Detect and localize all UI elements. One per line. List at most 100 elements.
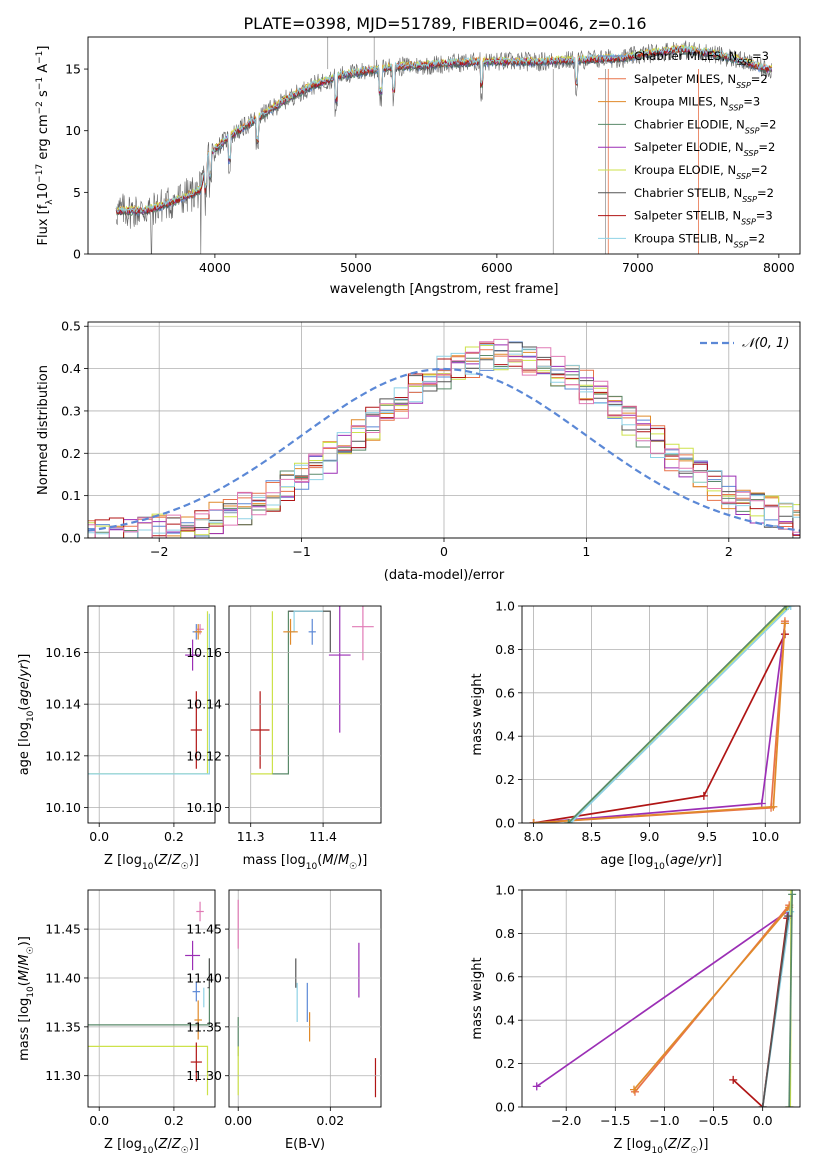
y-tick-label: 0.4	[495, 1013, 515, 1028]
x-axis-label: wavelength [Angstrom, rest frame]	[330, 282, 559, 297]
massweight_vs_Z-axes: −2.0 −1.5 −1.0 −0.5 0.0 0.0 0.2 0.4 0.6 0.8 1.0	[495, 883, 800, 1128]
x-tick-label: 8.0	[524, 829, 544, 844]
x-tick-label: 0.0	[89, 1113, 109, 1128]
residuals-frame	[87, 321, 801, 539]
legend-label: 𝒩(0, 1)	[742, 336, 789, 351]
step-line	[88, 1045, 209, 1096]
x-tick-label: 1	[582, 544, 590, 559]
x-axis-label: Z [log10(Z/Z☉)]	[614, 1137, 709, 1156]
x-tick-label: 8.5	[582, 829, 602, 844]
spectrum-axes: 4000 5000 6000 7000 8000 0 5 10 15	[65, 62, 795, 275]
mass-weight-marker	[769, 802, 778, 811]
spectrum-legend: Chabrier MILES, NSSP=3 Salpeter MILES, NS…	[598, 49, 776, 249]
y-tick-label: 11.40	[186, 970, 222, 985]
y-tick-label: 11.45	[186, 922, 222, 937]
age_vs_Z-axes: 0.0 0.2 10.10 10.12 10.14 10.16	[45, 606, 215, 844]
legend-label: Kroupa MILES, NSSP=3	[634, 95, 760, 113]
mass-weight-marker	[757, 799, 766, 808]
step-line	[88, 958, 210, 1026]
y-tick-label: 0.2	[495, 1056, 515, 1071]
x-tick-label: 11.3	[237, 829, 265, 844]
spectrum-lines	[115, 37, 773, 254]
mass-weight-marker	[532, 1082, 541, 1091]
age_vs_Z-marks	[88, 611, 210, 775]
y-tick-label: 10.14	[186, 697, 222, 712]
x-tick-label: 5000	[340, 260, 372, 275]
y-tick-label: 10	[65, 123, 81, 138]
massweight_vs_age-frame	[521, 605, 801, 824]
legend-label: Kroupa STELIB, NSSP=2	[634, 231, 765, 249]
y-axis-label: age [log10(age/yr)]	[17, 654, 36, 776]
x-axis-label: mass [log10(M/M☉)]	[243, 853, 368, 872]
y-tick-label: 10.14	[45, 697, 81, 712]
residual-histogram	[88, 344, 800, 538]
x-tick-label: −2.0	[551, 1113, 581, 1128]
y-tick-label: 1.0	[495, 883, 515, 898]
x-tick-label: 0.2	[164, 829, 184, 844]
x-tick-label: 7000	[622, 260, 654, 275]
y-tick-label: 0.8	[495, 642, 515, 657]
mass-weight-marker	[787, 890, 796, 894]
y-tick-label: 0.2	[495, 772, 515, 787]
age_vs_mass-axes: 11.3 11.4	[237, 606, 337, 844]
y-tick-label: 0.0	[495, 816, 515, 831]
x-tick-label: 8000	[763, 260, 795, 275]
y-tick-label: 15	[65, 62, 81, 77]
mass_vs_ebv-axes: 0.00 0.02	[224, 890, 344, 1128]
step-line	[272, 610, 331, 775]
mass-weight-marker	[758, 1103, 767, 1107]
y-tick-label: 10.10	[186, 800, 222, 815]
legend-label: Kroupa ELODIE, NSSP=2	[634, 163, 768, 181]
mass-weight-line	[567, 606, 787, 823]
y-tick-label: 10.10	[45, 800, 81, 815]
legend-label: Salpeter MILES, NSSP=2	[634, 72, 768, 90]
mass-weight-marker	[780, 619, 789, 628]
normal-curve	[88, 367, 800, 532]
mass-weight-line	[761, 915, 790, 1107]
legend-label: Chabrier STELIB, NSSP=2	[634, 186, 774, 204]
y-tick-label: 11.30	[45, 1068, 81, 1083]
y-tick-label: 5	[73, 185, 81, 200]
mass-weight-marker	[786, 1103, 795, 1107]
x-tick-label: 2	[725, 544, 733, 559]
mass-weight-marker	[788, 890, 797, 899]
y-tick-label: 11.40	[45, 970, 81, 985]
mass_vs_Z-axes: 0.0 0.2 11.30 11.35 11.40 11.45	[45, 890, 215, 1128]
x-tick-label: −1.0	[649, 1113, 679, 1128]
mass-weight-line	[788, 894, 793, 1107]
legend-label: Salpeter ELODIE, NSSP=2	[634, 140, 775, 158]
y-axis-label: mass weight	[470, 673, 485, 755]
y-tick-label: 0.6	[495, 969, 515, 984]
y-tick-label: 0.6	[495, 685, 515, 700]
x-tick-label: 9.0	[639, 829, 659, 844]
y-tick-label: 0.2	[61, 446, 81, 461]
mass-weight-line	[536, 911, 788, 1088]
y-tick-label: 11.30	[186, 1068, 222, 1083]
x-tick-label: 4000	[199, 260, 231, 275]
y-tick-label: 10.16	[186, 645, 222, 660]
y-tick-label: 0.4	[61, 361, 81, 376]
y-axis-label: mass weight	[470, 957, 485, 1039]
x-tick-label: 0.0	[89, 829, 109, 844]
age_vs_mass-frame	[228, 605, 382, 824]
x-tick-label: −1	[292, 544, 310, 559]
x-tick-label: 6000	[481, 260, 513, 275]
model-spectrum-line	[115, 45, 772, 214]
residual-histogram	[88, 341, 800, 538]
y-tick-label: 10.12	[45, 748, 81, 763]
x-tick-label: 9.5	[697, 829, 717, 844]
mass-weight-marker	[785, 1103, 794, 1107]
x-tick-label: 0.0	[753, 1113, 773, 1128]
mass-weight-marker	[729, 1075, 738, 1084]
y-tick-label: 1.0	[495, 599, 515, 614]
y-tick-label: 0.1	[61, 488, 81, 503]
mass-weight-line	[533, 623, 786, 823]
y-axis-label: mass [log10(M/M☉)]	[17, 936, 36, 1061]
y-tick-label: 0.3	[61, 403, 81, 418]
mass-weight-line	[570, 606, 792, 823]
x-axis-label: E(B-V)	[285, 1137, 325, 1152]
age_vs_Z-frame	[87, 605, 216, 824]
y-tick-label: 0	[73, 247, 81, 262]
mass-weight-marker	[782, 606, 791, 610]
